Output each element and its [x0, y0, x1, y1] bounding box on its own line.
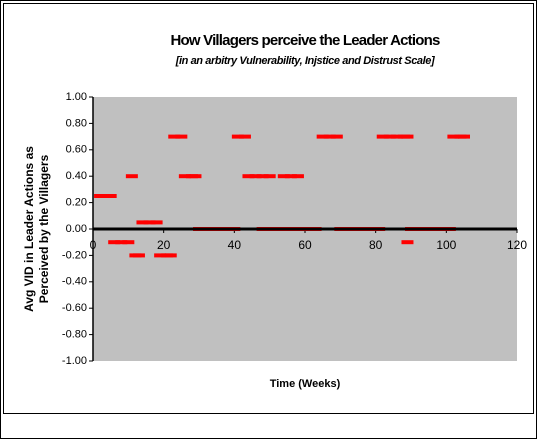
marker — [175, 134, 188, 139]
x-tick-label: 100 — [436, 238, 456, 252]
marker — [330, 134, 343, 139]
y-tick-label: -0.20 — [62, 249, 87, 261]
marker — [376, 134, 389, 139]
y-tick-label: 1.00 — [66, 91, 87, 103]
x-tick-label: 120 — [507, 238, 527, 252]
y-tick-label: -0.40 — [62, 276, 87, 288]
x-tick-label: 60 — [298, 238, 312, 252]
marker — [238, 134, 251, 139]
marker — [249, 174, 262, 179]
chart-border — [3, 3, 534, 414]
marker — [401, 240, 414, 245]
marker — [316, 134, 329, 139]
y-axis-label: Avg VID in Leader Actions as — [22, 146, 36, 312]
marker — [104, 194, 117, 198]
y-tick-label: 0.40 — [66, 170, 87, 182]
marker — [383, 134, 396, 139]
marker — [143, 220, 156, 225]
y-tick-label: -0.80 — [62, 329, 87, 341]
y-tick-label: -0.60 — [62, 302, 87, 314]
marker — [168, 134, 181, 139]
marker — [150, 220, 163, 225]
marker — [94, 194, 107, 198]
marker — [136, 220, 149, 225]
y-tick-label: 0.20 — [66, 197, 87, 209]
marker — [447, 134, 460, 139]
marker — [154, 253, 167, 258]
marker — [401, 134, 414, 139]
marker — [231, 134, 244, 139]
marker — [189, 174, 202, 179]
marker — [242, 174, 255, 179]
chart-title: How Villagers perceive the Leader Action… — [171, 32, 440, 49]
chart-subtitle: [in an arbitry Vulnerability, Injstice a… — [175, 55, 435, 67]
marker — [256, 174, 269, 179]
marker — [277, 174, 290, 179]
y-axis-label: Perceived by the Villagers — [37, 154, 51, 303]
marker — [458, 134, 470, 139]
marker — [125, 174, 138, 179]
y-tick-label: 0.00 — [66, 223, 87, 235]
x-tick-label: 20 — [157, 238, 171, 252]
marker — [115, 240, 128, 245]
marker — [284, 174, 297, 179]
y-tick-label: 0.60 — [66, 144, 87, 156]
marker — [390, 134, 403, 139]
x-tick-label: 40 — [228, 238, 242, 252]
x-tick-label: 80 — [369, 238, 383, 252]
y-tick-label: 0.80 — [66, 117, 87, 129]
marker — [178, 174, 191, 179]
x-axis-label: Time (Weeks) — [270, 378, 341, 390]
marker — [323, 134, 336, 139]
marker — [108, 240, 121, 245]
marker — [164, 253, 177, 258]
marker — [263, 174, 276, 179]
marker — [122, 240, 135, 245]
marker — [132, 253, 145, 258]
marker — [291, 174, 304, 179]
y-tick-label: -1.00 — [62, 355, 87, 367]
